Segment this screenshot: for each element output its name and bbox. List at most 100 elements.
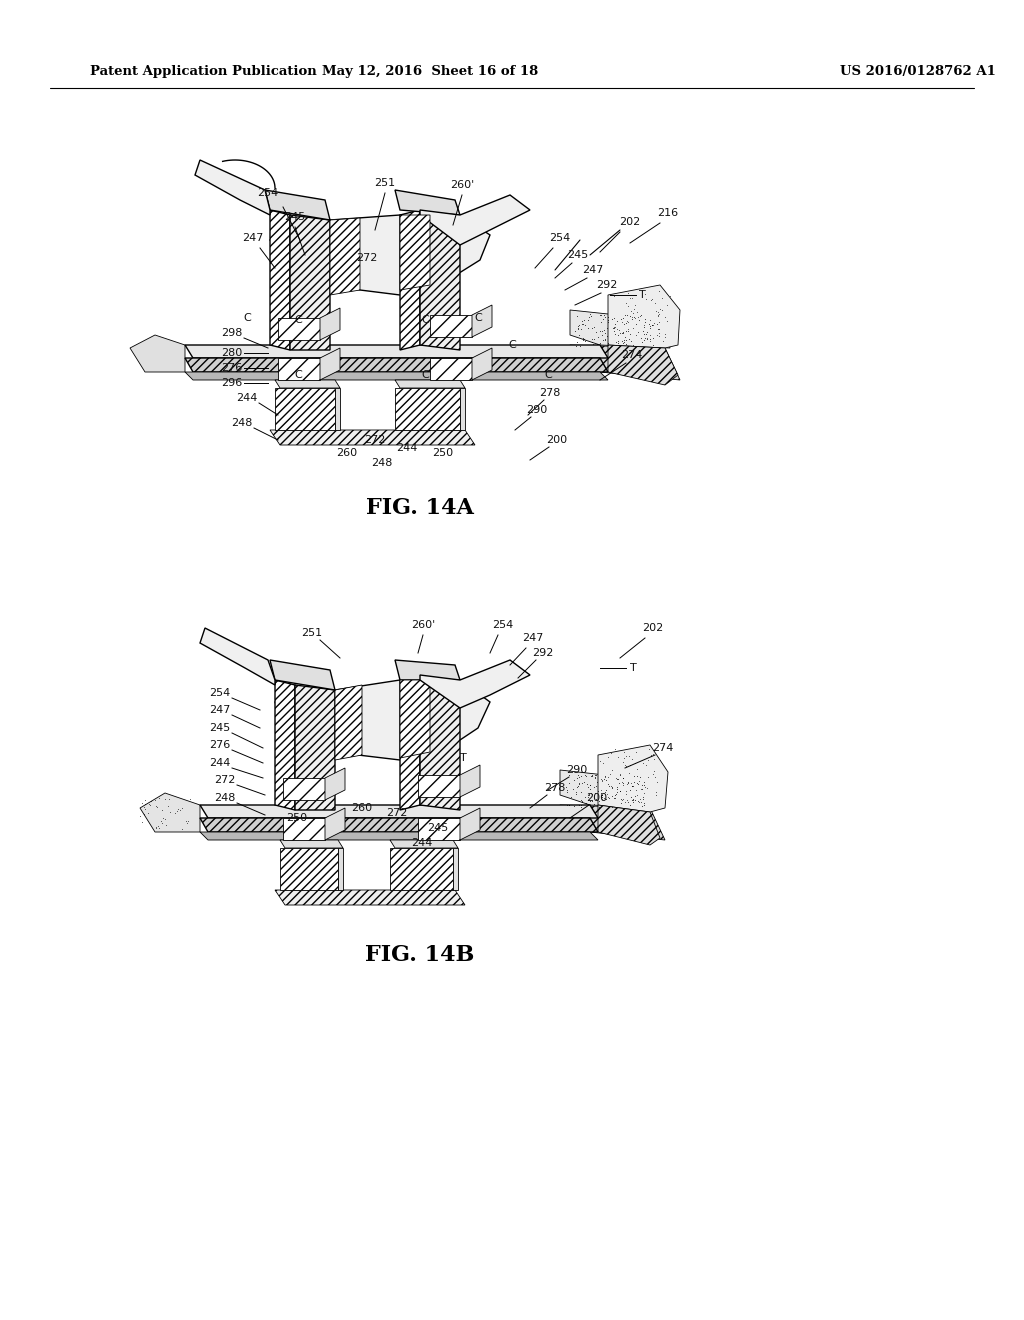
Text: 272: 272 xyxy=(356,253,378,263)
Polygon shape xyxy=(185,345,608,358)
Polygon shape xyxy=(453,847,458,890)
Text: 250: 250 xyxy=(287,813,307,822)
Text: Patent Application Publication: Patent Application Publication xyxy=(90,66,316,78)
Polygon shape xyxy=(598,805,660,845)
Text: 247: 247 xyxy=(209,705,230,715)
Polygon shape xyxy=(200,818,598,832)
Polygon shape xyxy=(430,315,472,337)
Text: 296: 296 xyxy=(221,378,243,388)
Polygon shape xyxy=(283,818,325,840)
Text: 244: 244 xyxy=(412,838,433,847)
Polygon shape xyxy=(400,675,420,810)
Polygon shape xyxy=(395,380,465,388)
Polygon shape xyxy=(570,345,680,380)
Polygon shape xyxy=(140,793,200,832)
Text: 250: 250 xyxy=(432,447,454,458)
Text: 276: 276 xyxy=(221,363,243,374)
Polygon shape xyxy=(265,190,330,220)
Text: FIG. 14B: FIG. 14B xyxy=(366,944,475,966)
Polygon shape xyxy=(270,210,290,350)
Text: 245: 245 xyxy=(427,822,449,833)
Text: 216: 216 xyxy=(657,209,679,218)
Text: May 12, 2016  Sheet 16 of 18: May 12, 2016 Sheet 16 of 18 xyxy=(322,66,539,78)
Polygon shape xyxy=(395,388,460,430)
Polygon shape xyxy=(420,195,530,246)
Text: 248: 248 xyxy=(231,418,253,428)
Text: 247: 247 xyxy=(522,634,544,643)
Polygon shape xyxy=(200,805,598,818)
Polygon shape xyxy=(325,768,345,800)
Text: 290: 290 xyxy=(566,766,588,775)
Polygon shape xyxy=(430,358,472,380)
Polygon shape xyxy=(400,210,420,350)
Text: 244: 244 xyxy=(209,758,230,768)
Polygon shape xyxy=(570,310,670,348)
Polygon shape xyxy=(325,808,345,840)
Text: T: T xyxy=(460,752,466,763)
Text: T: T xyxy=(639,290,645,300)
Polygon shape xyxy=(420,660,530,708)
Text: 292: 292 xyxy=(532,648,554,657)
Text: C: C xyxy=(243,313,251,323)
Text: 254: 254 xyxy=(493,620,514,630)
Polygon shape xyxy=(290,215,330,350)
Polygon shape xyxy=(335,685,362,760)
Polygon shape xyxy=(280,847,338,890)
Polygon shape xyxy=(460,808,480,840)
Text: 278: 278 xyxy=(545,783,565,793)
Polygon shape xyxy=(270,215,490,294)
Polygon shape xyxy=(200,832,598,840)
Polygon shape xyxy=(283,777,325,800)
Text: 244: 244 xyxy=(396,444,418,453)
Text: 260': 260' xyxy=(411,620,435,630)
Text: 272: 272 xyxy=(365,436,386,445)
Polygon shape xyxy=(472,348,492,380)
Polygon shape xyxy=(395,660,460,680)
Text: 244: 244 xyxy=(237,393,258,403)
Polygon shape xyxy=(278,358,319,380)
Text: 278: 278 xyxy=(540,388,561,399)
Polygon shape xyxy=(270,660,335,690)
Text: 245: 245 xyxy=(209,723,230,733)
Text: 202: 202 xyxy=(620,216,641,227)
Polygon shape xyxy=(275,380,340,388)
Polygon shape xyxy=(418,775,460,797)
Text: 200: 200 xyxy=(547,436,567,445)
Text: 245: 245 xyxy=(285,213,305,222)
Text: 276: 276 xyxy=(209,741,230,750)
Text: 254: 254 xyxy=(549,234,570,243)
Text: C: C xyxy=(421,370,429,380)
Polygon shape xyxy=(295,685,335,810)
Polygon shape xyxy=(275,680,490,760)
Text: 274: 274 xyxy=(622,350,643,360)
Text: 272: 272 xyxy=(386,808,408,818)
Polygon shape xyxy=(608,345,678,385)
Text: 290: 290 xyxy=(526,405,548,414)
Text: 202: 202 xyxy=(642,623,664,634)
Text: C: C xyxy=(294,370,302,380)
Polygon shape xyxy=(200,628,275,685)
Text: 260': 260' xyxy=(450,180,474,190)
Text: 251: 251 xyxy=(375,178,395,187)
Polygon shape xyxy=(460,388,465,430)
Polygon shape xyxy=(185,358,608,372)
Polygon shape xyxy=(598,744,668,812)
Text: US 2016/0128762 A1: US 2016/0128762 A1 xyxy=(840,66,996,78)
Polygon shape xyxy=(319,308,340,341)
Text: 245: 245 xyxy=(567,249,589,260)
Polygon shape xyxy=(420,675,460,810)
Polygon shape xyxy=(460,766,480,797)
Polygon shape xyxy=(270,430,475,445)
Polygon shape xyxy=(560,770,660,808)
Polygon shape xyxy=(338,847,343,890)
Text: 248: 248 xyxy=(372,458,392,469)
Polygon shape xyxy=(195,160,270,215)
Text: 280: 280 xyxy=(221,348,243,358)
Text: C: C xyxy=(474,313,482,323)
Polygon shape xyxy=(319,348,340,380)
Polygon shape xyxy=(420,210,460,350)
Text: T: T xyxy=(630,663,636,673)
Polygon shape xyxy=(472,305,492,337)
Text: C: C xyxy=(544,370,552,380)
Text: 200: 200 xyxy=(587,793,607,803)
